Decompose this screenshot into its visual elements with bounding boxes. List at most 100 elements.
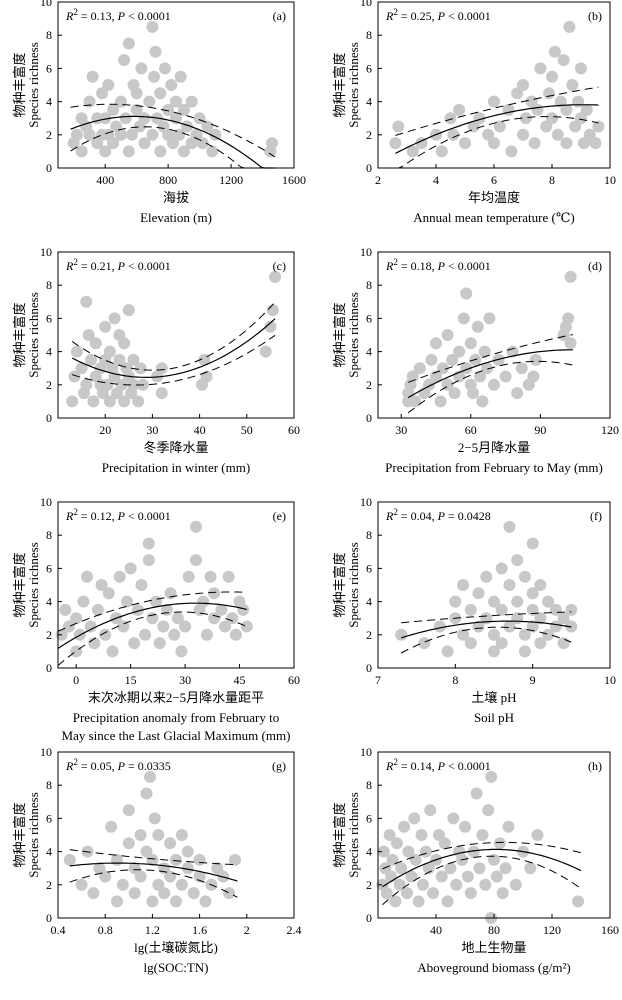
data-point [435, 145, 448, 158]
chart-panel-c: 20 30 40 50 60 0 2 4 6 8 10 R2 = 0.21, P < 0.0001 (c… [12, 245, 300, 475]
data-point [457, 312, 470, 325]
data-point [560, 137, 573, 150]
data-point [480, 570, 493, 583]
x-axis-label-en: Elevation (m) [140, 210, 212, 225]
data-point [113, 353, 126, 366]
data-point [490, 870, 503, 883]
data-point [476, 395, 489, 408]
data-point [502, 820, 515, 833]
data-point [122, 837, 135, 850]
data-point [406, 370, 419, 383]
data-point [441, 895, 454, 908]
data-point [118, 337, 131, 350]
data-point [415, 829, 428, 841]
x-tick-label: 20 [99, 423, 111, 437]
data-point [165, 79, 178, 91]
y-tick-label: 8 [46, 528, 52, 542]
data-point [476, 829, 489, 841]
data-point [589, 137, 602, 150]
x-axis-label-en-line1: Precipitation anomaly from February to [73, 710, 280, 725]
data-point [461, 870, 474, 883]
x-tick-label: 120 [601, 423, 619, 437]
data-point [99, 320, 112, 333]
data-point [580, 103, 593, 116]
y-tick-label: 8 [46, 778, 52, 792]
data-point [473, 112, 486, 125]
plot-frame [57, 751, 295, 919]
y-axis-label-cn: 物种丰富度 [332, 802, 347, 867]
data-point [488, 95, 500, 108]
data-point [444, 862, 457, 875]
data-point [91, 603, 104, 616]
y-tick-label: 10 [360, 495, 372, 509]
data-point [518, 628, 531, 641]
y-tick-label: 4 [46, 95, 52, 109]
data-point [418, 637, 431, 650]
data-point [170, 895, 182, 908]
data-point [459, 820, 471, 833]
x-tick-label: 80 [488, 923, 500, 937]
data-point [526, 587, 539, 600]
data-point [204, 570, 217, 583]
data-point [130, 87, 143, 100]
y-tick-label: 8 [366, 28, 372, 42]
panel-label: (e) [273, 509, 286, 523]
data-point [208, 612, 221, 625]
data-point [138, 112, 151, 125]
data-point [122, 37, 135, 50]
x-axis-label-cn: 年均温度 [468, 190, 520, 205]
data-point [427, 887, 440, 900]
data-point [447, 812, 460, 825]
data-point [222, 570, 235, 583]
y-axis-label-cn: 物种丰富度 [12, 302, 27, 367]
data-point [149, 45, 162, 58]
y-tick-label: 6 [46, 61, 52, 75]
data-point [430, 337, 442, 350]
x-tick-label: 50 [241, 423, 253, 437]
data-point [140, 787, 153, 800]
y-tick-label: 0 [46, 661, 52, 675]
data-point [179, 620, 192, 633]
data-point [80, 295, 93, 308]
y-tick-label: 2 [46, 878, 52, 892]
data-point [173, 128, 186, 141]
ci-upper-line [401, 611, 572, 624]
data-point [441, 329, 454, 341]
data-point [142, 537, 155, 550]
data-point [526, 537, 539, 550]
chart-panel-a: 400 800 1200 1600 0 2 4 6 8 10 R2 = 0.13, P < 0.00… [12, 0, 306, 225]
panel-label: (g) [272, 759, 286, 773]
data-point [187, 887, 200, 900]
data-point [546, 70, 558, 83]
x-tick-label: 6 [491, 173, 497, 187]
data-point [193, 853, 206, 866]
x-tick-label: 2 [244, 923, 250, 937]
data-point [63, 853, 76, 866]
data-point [409, 395, 422, 408]
x-tick-label: 30 [179, 673, 191, 687]
panel-label: (h) [588, 759, 602, 773]
y-tick-label: 4 [366, 845, 372, 859]
x-tick-label: 15 [125, 673, 137, 687]
data-point [154, 145, 167, 158]
x-tick-label: 800 [159, 173, 177, 187]
data-point [546, 112, 558, 125]
data-point [70, 128, 83, 141]
y-tick-label: 0 [46, 161, 52, 175]
data-point [114, 95, 127, 108]
data-point [264, 320, 277, 333]
data-point [380, 887, 393, 900]
data-point [164, 587, 177, 600]
data-point [531, 829, 544, 841]
stat-annotation: R2 = 0.25, P < 0.0001 [385, 7, 491, 23]
data-point [116, 878, 129, 891]
data-point [107, 137, 120, 150]
data-point [95, 579, 108, 591]
data-point [467, 845, 480, 858]
y-tick-label: 6 [366, 61, 372, 75]
data-point [87, 395, 100, 408]
data-point [503, 620, 516, 633]
data-points [389, 20, 605, 158]
data-point [59, 603, 72, 616]
ci-upper-line [57, 591, 247, 632]
